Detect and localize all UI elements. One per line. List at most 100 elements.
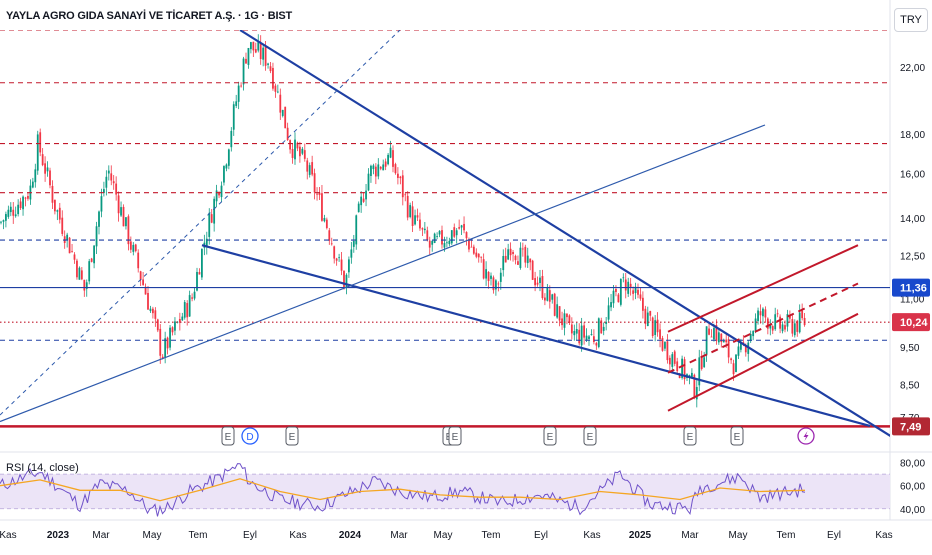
candle-body[interactable] xyxy=(31,181,34,188)
candle-body[interactable] xyxy=(649,311,652,316)
candle-body[interactable] xyxy=(703,357,706,368)
candle-body[interactable] xyxy=(164,338,167,358)
candle-body[interactable] xyxy=(421,228,424,230)
events-layer[interactable]: EDEEEEEEE xyxy=(221,426,815,446)
candle-body[interactable] xyxy=(793,323,796,336)
candle-body[interactable] xyxy=(100,196,103,212)
candle-body[interactable] xyxy=(612,290,615,304)
candle-body[interactable] xyxy=(252,41,255,51)
candle-body[interactable] xyxy=(487,271,490,282)
candle-body[interactable] xyxy=(311,162,314,175)
candle-body[interactable] xyxy=(372,165,375,170)
candle-body[interactable] xyxy=(463,223,465,231)
price-pane[interactable] xyxy=(0,34,806,408)
candle-body[interactable] xyxy=(122,206,125,227)
candle-body[interactable] xyxy=(615,289,617,292)
trendline[interactable] xyxy=(667,244,859,333)
candle-body[interactable] xyxy=(509,248,512,256)
candle-body[interactable] xyxy=(299,146,301,157)
candle-body[interactable] xyxy=(499,272,502,282)
candle-body[interactable] xyxy=(14,214,17,217)
candle-body[interactable] xyxy=(423,228,426,231)
candle-body[interactable] xyxy=(681,358,683,378)
candle-body[interactable] xyxy=(76,260,78,278)
candle-body[interactable] xyxy=(147,292,149,310)
candle-body[interactable] xyxy=(458,227,461,229)
candle-body[interactable] xyxy=(88,261,91,282)
candle-body[interactable] xyxy=(208,212,211,237)
candle-body[interactable] xyxy=(472,246,475,254)
candle-body[interactable] xyxy=(68,237,71,254)
candle-body[interactable] xyxy=(132,244,135,252)
candle-body[interactable] xyxy=(619,279,622,305)
earnings-event-icon[interactable] xyxy=(683,426,697,446)
candle-body[interactable] xyxy=(759,311,762,316)
candle-body[interactable] xyxy=(668,357,671,365)
candle-body[interactable] xyxy=(117,195,120,214)
candle-body[interactable] xyxy=(144,286,147,295)
candle-body[interactable] xyxy=(740,342,742,350)
candle-body[interactable] xyxy=(318,192,321,196)
candle-body[interactable] xyxy=(519,247,522,268)
candle-body[interactable] xyxy=(142,279,144,285)
candle-body[interactable] xyxy=(389,147,392,158)
candle-body[interactable] xyxy=(205,238,208,247)
candle-body[interactable] xyxy=(44,163,46,174)
candle-body[interactable] xyxy=(766,318,769,329)
candle-body[interactable] xyxy=(161,356,164,359)
rsi-legend-label[interactable]: RSI (14, close) xyxy=(6,462,79,474)
candle-body[interactable] xyxy=(294,139,296,160)
candle-body[interactable] xyxy=(644,308,647,324)
candle-body[interactable] xyxy=(105,176,108,188)
candle-body[interactable] xyxy=(443,243,446,248)
candle-body[interactable] xyxy=(232,104,235,130)
candle-body[interactable] xyxy=(348,259,350,273)
candle-body[interactable] xyxy=(588,336,590,339)
candle-body[interactable] xyxy=(595,343,598,346)
earnings-event-icon[interactable] xyxy=(285,426,299,446)
candle-body[interactable] xyxy=(727,339,730,358)
candle-body[interactable] xyxy=(590,334,593,336)
candle-body[interactable] xyxy=(5,214,7,221)
candle-body[interactable] xyxy=(183,302,186,318)
candle-body[interactable] xyxy=(225,164,228,169)
candle-body[interactable] xyxy=(514,255,517,261)
candle-body[interactable] xyxy=(110,173,113,181)
candle-body[interactable] xyxy=(715,325,718,342)
candle-body[interactable] xyxy=(796,320,799,332)
candle-body[interactable] xyxy=(330,243,333,245)
candle-body[interactable] xyxy=(24,197,27,199)
candle-body[interactable] xyxy=(357,203,360,213)
candle-body[interactable] xyxy=(382,164,385,171)
candle-body[interactable] xyxy=(39,132,42,153)
candle-body[interactable] xyxy=(717,332,720,343)
candle-body[interactable] xyxy=(642,297,644,311)
candle-body[interactable] xyxy=(570,324,573,334)
trendline[interactable] xyxy=(667,282,859,374)
candle-body[interactable] xyxy=(436,236,438,237)
candle-body[interactable] xyxy=(355,215,358,245)
candle-body[interactable] xyxy=(279,94,282,113)
candle-body[interactable] xyxy=(553,293,556,316)
candle-body[interactable] xyxy=(762,308,764,317)
candle-body[interactable] xyxy=(561,318,563,326)
candle-body[interactable] xyxy=(250,42,252,50)
candle-body[interactable] xyxy=(22,196,24,210)
dividend-event-icon[interactable] xyxy=(241,427,259,445)
candle-body[interactable] xyxy=(343,270,345,289)
candle-body[interactable] xyxy=(622,277,625,279)
candle-body[interactable] xyxy=(289,140,291,150)
candle-body[interactable] xyxy=(95,226,98,247)
candle-body[interactable] xyxy=(544,297,546,301)
candle-body[interactable] xyxy=(654,320,657,335)
candle-body[interactable] xyxy=(659,329,661,340)
candle-body[interactable] xyxy=(666,341,669,361)
candle-body[interactable] xyxy=(401,175,404,198)
candle-body[interactable] xyxy=(308,165,311,175)
candle-body[interactable] xyxy=(419,219,421,229)
candle-body[interactable] xyxy=(698,357,701,386)
candle-body[interactable] xyxy=(46,167,49,172)
rsi-line[interactable] xyxy=(0,463,806,517)
candle-body[interactable] xyxy=(269,66,272,72)
earnings-event-icon[interactable] xyxy=(221,426,235,446)
